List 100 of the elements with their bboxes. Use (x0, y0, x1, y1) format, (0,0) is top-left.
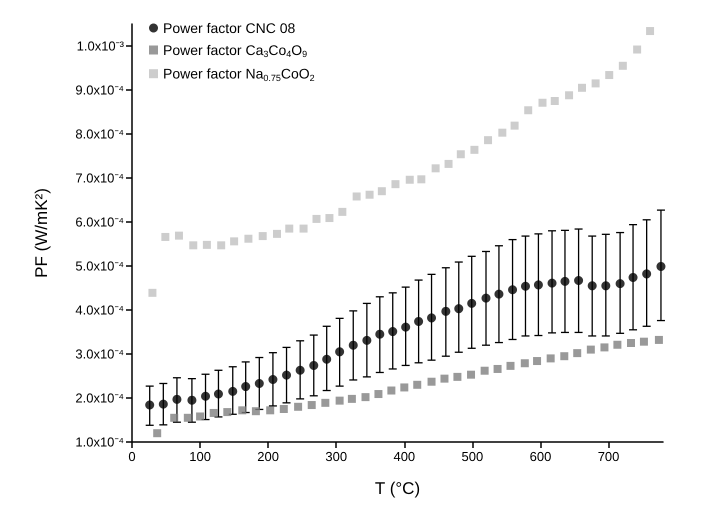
x-tick-label: 600 (530, 449, 552, 464)
point (613, 340, 622, 349)
point (456, 150, 465, 158)
point (574, 276, 584, 286)
point (244, 234, 252, 243)
point (230, 237, 238, 246)
point (254, 378, 264, 388)
point (656, 262, 666, 271)
point (335, 347, 344, 356)
point (538, 98, 547, 107)
point (300, 224, 308, 233)
point (600, 343, 608, 352)
y-tick-label: 6.0x10⁻⁴ (75, 214, 124, 230)
point (312, 214, 320, 223)
point (428, 378, 436, 386)
point (172, 394, 182, 404)
point (586, 346, 595, 354)
point (308, 401, 316, 410)
point (391, 180, 400, 188)
y-tick-label: 3.0x10⁻⁴ (75, 346, 124, 362)
point (228, 386, 238, 396)
point (280, 405, 288, 413)
point (273, 230, 282, 238)
point (401, 322, 410, 332)
point (440, 374, 448, 383)
point (406, 176, 414, 184)
point (578, 84, 586, 92)
point (252, 407, 260, 416)
y-tick-label: 4.0x10⁻⁴ (75, 302, 124, 318)
x-tick-label: 100 (189, 449, 211, 464)
point (628, 272, 638, 282)
point (506, 362, 515, 370)
point (534, 280, 543, 290)
point (467, 370, 476, 379)
y-tick-label: 7.0x10⁻⁴ (75, 170, 124, 186)
point (336, 396, 344, 405)
y-tick-label: 1.0x10⁻³ (76, 38, 125, 54)
point (184, 414, 192, 422)
point (170, 414, 178, 422)
point (187, 396, 196, 405)
point (588, 281, 597, 290)
point (494, 364, 502, 373)
point (322, 354, 332, 364)
point (268, 375, 278, 384)
point (325, 214, 334, 222)
x-axis-title: T (°C) (374, 479, 420, 498)
point (378, 187, 386, 196)
point (348, 394, 356, 403)
point (374, 390, 382, 398)
point (482, 294, 490, 303)
point (601, 281, 610, 290)
point (296, 366, 305, 375)
x-tick-label: 200 (257, 449, 280, 464)
point (201, 392, 210, 401)
point (217, 241, 226, 250)
point (161, 232, 170, 241)
point (388, 327, 398, 336)
point (414, 316, 424, 326)
point (362, 393, 370, 402)
point (366, 190, 374, 199)
y-tick-label: 1.0x10⁻⁴ (75, 434, 124, 450)
point (550, 97, 559, 105)
y-tick-label: 2.0x10⁻⁴ (75, 390, 124, 406)
point (524, 106, 532, 114)
legend-label: Power factor CNC 08 (163, 20, 296, 36)
point (573, 349, 582, 358)
point (400, 383, 408, 392)
point (427, 313, 436, 322)
point (633, 46, 642, 54)
point (266, 406, 274, 414)
y-tick-label: 9.0x10⁻⁴ (75, 82, 124, 98)
point (202, 240, 211, 249)
point (362, 336, 372, 345)
point (548, 278, 557, 288)
point (145, 400, 154, 410)
point (352, 192, 361, 200)
point (375, 330, 384, 339)
x-tick-label: 500 (462, 449, 484, 464)
point (453, 372, 462, 381)
point (210, 408, 218, 417)
point (654, 336, 663, 344)
point (498, 128, 506, 137)
point (309, 360, 318, 370)
point (223, 408, 232, 416)
point (533, 357, 542, 366)
point (520, 282, 530, 291)
point (605, 71, 614, 80)
point (153, 429, 162, 438)
point (616, 279, 625, 288)
point (560, 276, 570, 286)
point (618, 62, 627, 70)
x-tick-label: 0 (128, 449, 136, 464)
y-tick-label: 5.0x10⁻⁴ (75, 258, 124, 274)
point (417, 175, 426, 184)
point (484, 136, 492, 144)
point (238, 406, 246, 414)
point (642, 269, 652, 278)
point (454, 304, 464, 314)
point (510, 122, 519, 130)
point (520, 359, 529, 368)
